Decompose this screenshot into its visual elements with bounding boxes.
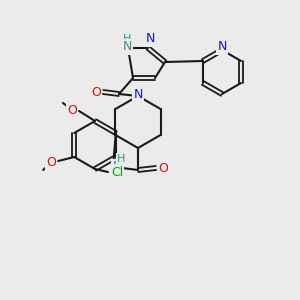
Text: N: N [112,160,122,173]
Text: N: N [217,40,227,53]
Text: H: H [123,34,131,44]
Text: O: O [46,155,56,169]
Text: H: H [117,154,125,164]
Text: O: O [91,85,101,98]
Text: N: N [122,40,132,53]
Text: N: N [145,32,155,46]
Text: O: O [158,161,168,175]
Text: N: N [133,88,143,101]
Text: Cl: Cl [111,166,123,178]
Text: O: O [67,103,77,116]
